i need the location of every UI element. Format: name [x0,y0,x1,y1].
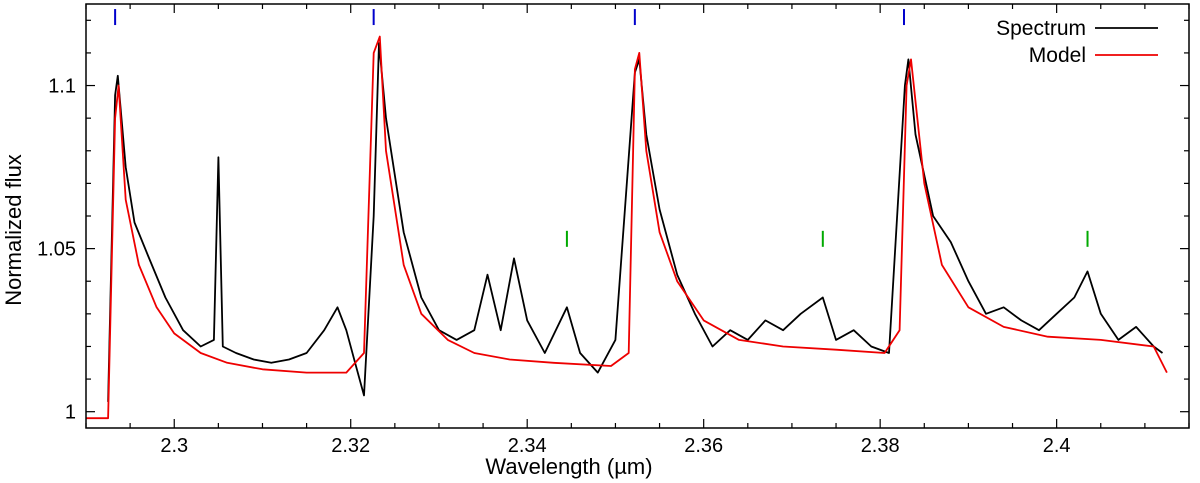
axes-layer: 2.3 2.32 2.34 2.36 2.38 2.4 1 1.05 1.1 [37,3,1190,457]
y-tick-label: 1.05 [37,239,76,261]
series-line-model [86,35,1168,420]
legend-label-model: Model [1029,44,1086,67]
y-tick-label: 1.1 [48,76,76,98]
x-tick-label: 2.38 [861,435,900,457]
x-tick-label: 2.36 [684,435,723,457]
x-axis-title: Wavelength (µm) [485,454,652,479]
plot-frame [85,3,1190,429]
line-marker-layer [114,9,1089,247]
series-line-spectrum [107,42,1164,402]
y-axis-title: Normalized flux [1,154,26,306]
x-tick-label: 2.32 [331,435,370,457]
series-layer [86,35,1168,420]
legend: Spectrum Model [996,17,1158,67]
x-tick-label: 2.34 [508,435,547,457]
legend-label-spectrum: Spectrum [996,17,1086,40]
x-tick-label: 2.4 [1043,435,1071,457]
y-tick-label: 1 [65,402,76,424]
x-tick-label: 2.3 [160,435,188,457]
